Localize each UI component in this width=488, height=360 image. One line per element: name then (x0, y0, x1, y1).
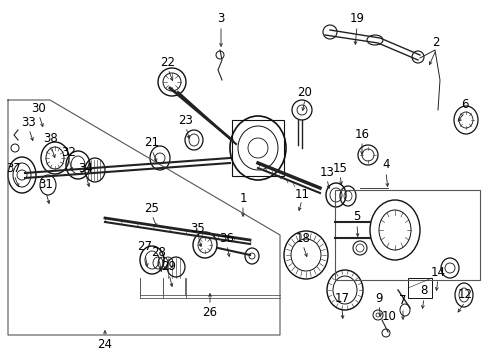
Text: 28: 28 (151, 246, 166, 258)
Text: 6: 6 (460, 99, 468, 112)
Text: 3: 3 (217, 12, 224, 24)
Text: 22: 22 (160, 55, 175, 68)
Bar (407, 278, 431, 298)
Text: 15: 15 (332, 162, 347, 175)
Text: 13: 13 (319, 166, 334, 179)
Text: 37: 37 (6, 162, 21, 175)
Bar (334, 190, 479, 280)
Text: 8: 8 (420, 284, 427, 297)
Text: 20: 20 (297, 85, 312, 99)
Text: 16: 16 (354, 127, 369, 140)
Text: 34: 34 (79, 162, 93, 175)
Text: 26: 26 (202, 306, 217, 319)
Text: 38: 38 (43, 132, 58, 145)
Text: 24: 24 (97, 338, 112, 351)
Text: 33: 33 (21, 116, 36, 129)
Text: 29: 29 (161, 261, 176, 274)
Text: 36: 36 (219, 231, 234, 244)
Bar (231, 120, 284, 176)
Text: 10: 10 (381, 310, 396, 323)
Text: 2: 2 (431, 36, 439, 49)
Text: 35: 35 (190, 221, 205, 234)
Text: 23: 23 (178, 113, 193, 126)
Text: 21: 21 (144, 136, 159, 149)
Text: 17: 17 (334, 292, 349, 306)
Text: 32: 32 (61, 145, 76, 158)
Text: 9: 9 (374, 292, 382, 305)
Text: 18: 18 (295, 231, 310, 244)
Text: 31: 31 (39, 179, 53, 192)
Text: 19: 19 (349, 12, 364, 24)
Text: 30: 30 (32, 102, 46, 114)
Text: 7: 7 (398, 294, 406, 307)
Text: 25: 25 (144, 202, 159, 215)
Text: 27: 27 (137, 240, 152, 253)
Text: 1: 1 (239, 192, 246, 204)
Text: 5: 5 (353, 210, 360, 222)
Text: 14: 14 (429, 266, 445, 279)
Text: 12: 12 (457, 288, 471, 302)
Text: 4: 4 (382, 158, 389, 171)
Text: 11: 11 (294, 188, 309, 201)
